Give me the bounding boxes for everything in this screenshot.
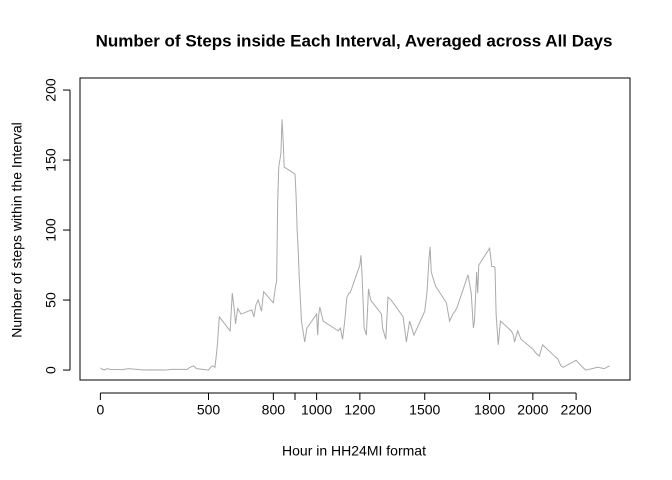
x-tick-label: 2000 [517,402,548,418]
x-tick-label: 2200 [561,402,592,418]
y-tick-label: 50 [43,292,59,308]
x-axis-label: Hour in HH24MI format [282,443,426,459]
y-tick-label: 0 [43,366,59,374]
x-tick-label: 1000 [301,402,332,418]
x-tick-label: 1200 [344,402,375,418]
x-tick-label: 500 [197,402,221,418]
y-axis-label: Number of steps within the Interval [9,122,25,338]
plot-box [79,77,631,381]
y-tick-label: 150 [43,148,59,172]
x-tick-label: 0 [96,402,104,418]
x-tick-label: 800 [262,402,286,418]
y-tick-label: 200 [43,78,59,102]
chart-title: Number of Steps inside Each Interval, Av… [96,31,613,50]
x-tick-label: 1500 [409,402,440,418]
data-line [100,119,610,371]
x-tick-label: 1800 [474,402,505,418]
y-tick-label: 100 [43,218,59,242]
